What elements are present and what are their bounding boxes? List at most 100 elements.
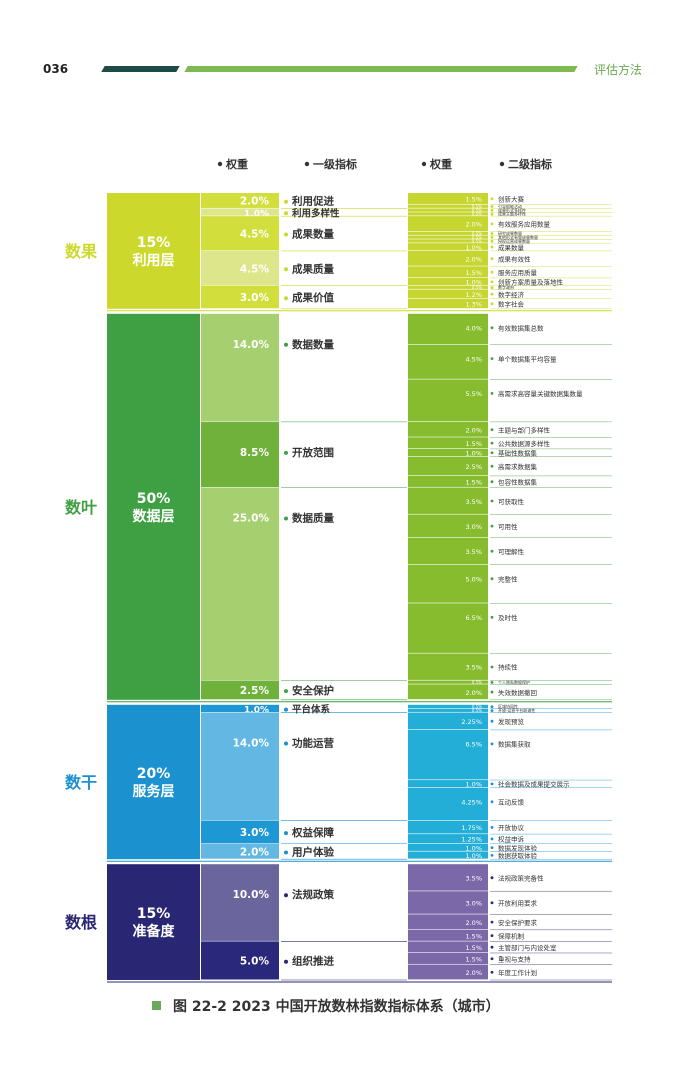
layer-pct-3: 15% — [137, 906, 171, 922]
level2-weight-2-1-0: 2.25% — [461, 718, 482, 726]
level2-weight-cell-1-3-1 — [408, 684, 488, 700]
level2-weight-cell-3-0-2 — [408, 914, 488, 930]
level2-weight-1-2-2: 3.5% — [465, 548, 482, 556]
level2-name-0-3-0: 成果有效性 — [498, 254, 531, 263]
level2-bullet-3-0-2 — [490, 920, 494, 924]
level1-bullet-2-3 — [284, 850, 288, 855]
header-level-2-bullet — [499, 161, 505, 167]
layer-block-1 — [107, 313, 200, 700]
level1-weight-0-3: 4.5% — [240, 263, 270, 275]
level1-name-0-0: 利用促进 — [292, 195, 334, 208]
level1-bullet-1-0 — [284, 342, 288, 347]
level2-bullet-0-4-1 — [490, 292, 494, 296]
level2-weight-3-1-1: 1.5% — [465, 956, 482, 964]
level2-bullet-1-1-4 — [490, 480, 494, 484]
level2-weight-cell-0-2-1 — [408, 231, 488, 235]
level1-name-2-0: 平台体系 — [292, 704, 331, 716]
level1-weight-1-2: 25.0% — [233, 513, 270, 525]
level2-weight-3-1-0: 1.5% — [465, 944, 482, 952]
category-label-0: 数果 — [65, 242, 97, 261]
level2-bullet-2-1-1 — [490, 742, 494, 746]
level2-name-0-1-1: 成果主题多样性 — [498, 211, 526, 217]
level2-weight-cell-1-2-1 — [408, 514, 488, 538]
level2-weight-cell-0-0-1 — [408, 204, 488, 208]
header-weight-1: 权重 — [225, 157, 248, 171]
level1-name-0-4: 成果价值 — [292, 291, 334, 304]
level1-bullet-0-0 — [284, 199, 288, 204]
level1-bullet-0-2 — [284, 232, 288, 237]
level2-weight-0-3-0: 2.0% — [465, 255, 482, 263]
level1-bullet-1-1 — [284, 450, 288, 455]
level1-weight-2-2: 3.0% — [240, 827, 270, 839]
level2-name-3-0-3: 保障机制 — [498, 931, 525, 940]
level2-bullet-1-3-0 — [490, 681, 494, 684]
level2-name-1-0-1: 单个数据集平均容量 — [498, 354, 557, 363]
level2-weight-1-2-0: 3.5% — [465, 498, 482, 506]
level2-weight-cell-1-3-0 — [408, 680, 488, 684]
level2-bullet-1-1-0 — [490, 428, 494, 431]
level2-bullet-1-0-2 — [490, 392, 494, 395]
category-label-2: 数干 — [65, 773, 97, 792]
level2-bullet-3-1-0 — [490, 945, 494, 949]
level2-weight-cell-2-2-0 — [408, 820, 488, 834]
level1-name-2-1: 功能运营 — [292, 737, 334, 750]
level1-weight-cell-0-4 — [201, 285, 279, 309]
level2-weight-0-0-0: 1.5% — [465, 196, 482, 204]
level2-name-0-0-0: 创新大赛 — [498, 195, 525, 204]
level2-weight-cell-3-1-0 — [408, 941, 488, 953]
layer-name-2: 服务层 — [133, 783, 175, 800]
level2-weight-cell-1-1-0 — [408, 421, 488, 437]
level2-bullet-0-0-1 — [490, 205, 494, 208]
level2-name-1-2-4: 及时性 — [498, 613, 518, 622]
level1-weight-cell-1-1 — [201, 421, 279, 487]
level2-bullet-2-3-1 — [490, 853, 494, 857]
level2-weight-1-1-0: 2.0% — [465, 426, 482, 434]
level1-weight-3-0: 10.0% — [233, 889, 270, 901]
level2-name-3-1-1: 重视与支持 — [498, 955, 531, 964]
level1-weight-3-1: 5.0% — [240, 956, 270, 968]
level2-weight-1-0-0: 4.0% — [465, 325, 482, 333]
level2-weight-cell-1-1-1 — [408, 437, 488, 449]
level2-weight-cell-1-0-2 — [408, 379, 488, 422]
level2-name-1-2-5: 持续性 — [498, 663, 518, 672]
level2-weight-1-1-2: 1.0% — [465, 450, 482, 458]
level1-weight-cell-1-0 — [201, 313, 279, 422]
level2-bullet-0-2-4 — [490, 245, 494, 249]
level2-weight-cell-3-1-2 — [408, 964, 488, 980]
level2-bullet-0-0-0 — [490, 197, 494, 201]
level2-bullet-3-1-1 — [490, 957, 494, 961]
level2-name-2-1-0: 发现预览 — [498, 717, 525, 726]
level2-bullet-0-2-1 — [490, 232, 494, 235]
level2-bullet-3-0-0 — [490, 876, 494, 880]
level2-bullet-0-4-0 — [490, 286, 494, 289]
level2-bullet-0-4-2 — [490, 302, 494, 306]
level2-bullet-1-2-2 — [490, 549, 494, 553]
level2-weight-cell-2-0-1 — [408, 708, 488, 712]
level2-bullet-0-2-2 — [490, 235, 494, 239]
level2-bullet-0-3-2 — [490, 280, 494, 284]
level2-bullet-3-1-2 — [490, 970, 494, 974]
level2-bullet-0-3-0 — [490, 257, 494, 261]
level2-weight-2-2-1: 1.25% — [461, 836, 482, 844]
level1-name-1-2: 数据质量 — [291, 512, 334, 525]
level2-name-3-1-2: 年度工作计划 — [498, 968, 537, 977]
level2-weight-cell-1-2-2 — [408, 537, 488, 565]
level2-weight-2-1-1: 6.5% — [465, 741, 482, 749]
level2-bullet-2-0-0 — [490, 705, 494, 709]
level2-weight-1-1-1: 1.5% — [465, 440, 482, 448]
level2-name-2-0-0: 区域协同性 — [498, 703, 518, 709]
level2-weight-cell-3-0-0 — [408, 864, 488, 891]
level1-weight-2-0: 1.0% — [244, 706, 269, 716]
level2-weight-3-0-3: 1.5% — [465, 932, 482, 940]
level1-weight-cell-2-0 — [201, 704, 279, 713]
level2-name-3-0-1: 开放利用要求 — [498, 899, 538, 908]
level2-bullet-2-3-0 — [490, 846, 494, 850]
layer-name-3: 准备度 — [133, 923, 176, 940]
level1-weight-cell-2-2 — [201, 820, 279, 844]
level2-weight-cell-0-4-2 — [408, 298, 488, 309]
level2-name-1-0-0: 有效数据集总数 — [498, 324, 544, 333]
level2-weight-1-2-4: 6.5% — [465, 614, 482, 622]
level2-name-2-3-1: 数据获取体验 — [498, 851, 538, 860]
level2-bullet-1-1-3 — [490, 464, 494, 468]
level2-weight-cell-0-1-0 — [408, 208, 488, 212]
